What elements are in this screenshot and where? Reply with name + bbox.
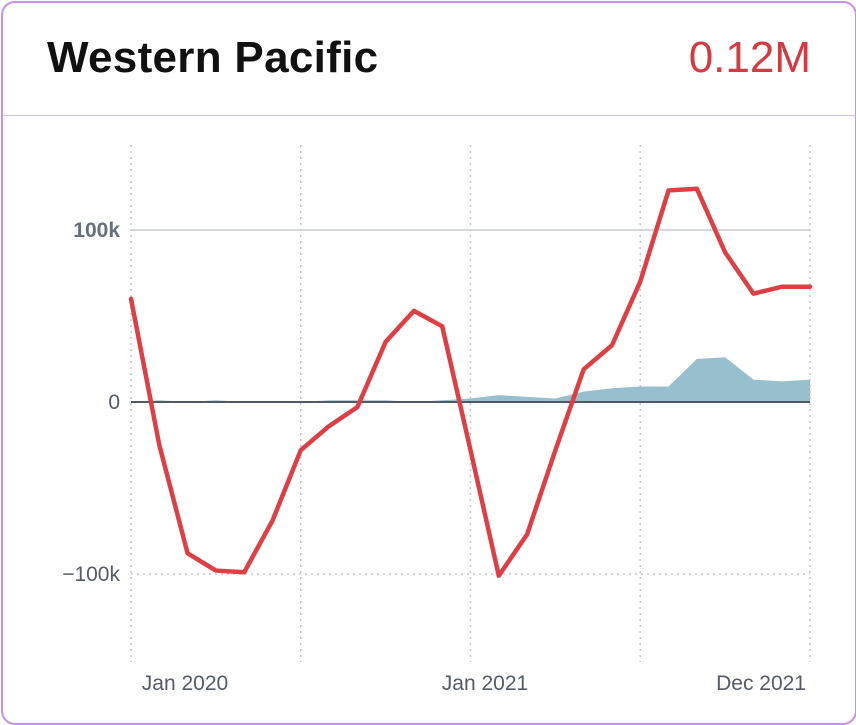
x-tick-label: Jan 2021 [442,672,528,695]
x-tick-label: Dec 2021 [716,672,806,695]
x-tick-label: Jan 2020 [142,672,228,695]
area-series [131,357,810,402]
card-value: 0.12M [688,33,811,82]
card-header: Western Pacific 0.12M [3,3,855,116]
line-series [128,186,813,578]
y-tick-label: −100k [62,563,120,586]
y-tick-label: 0 [108,391,120,414]
y-tick-label: 100k [73,219,120,242]
card-title: Western Pacific [47,33,379,82]
